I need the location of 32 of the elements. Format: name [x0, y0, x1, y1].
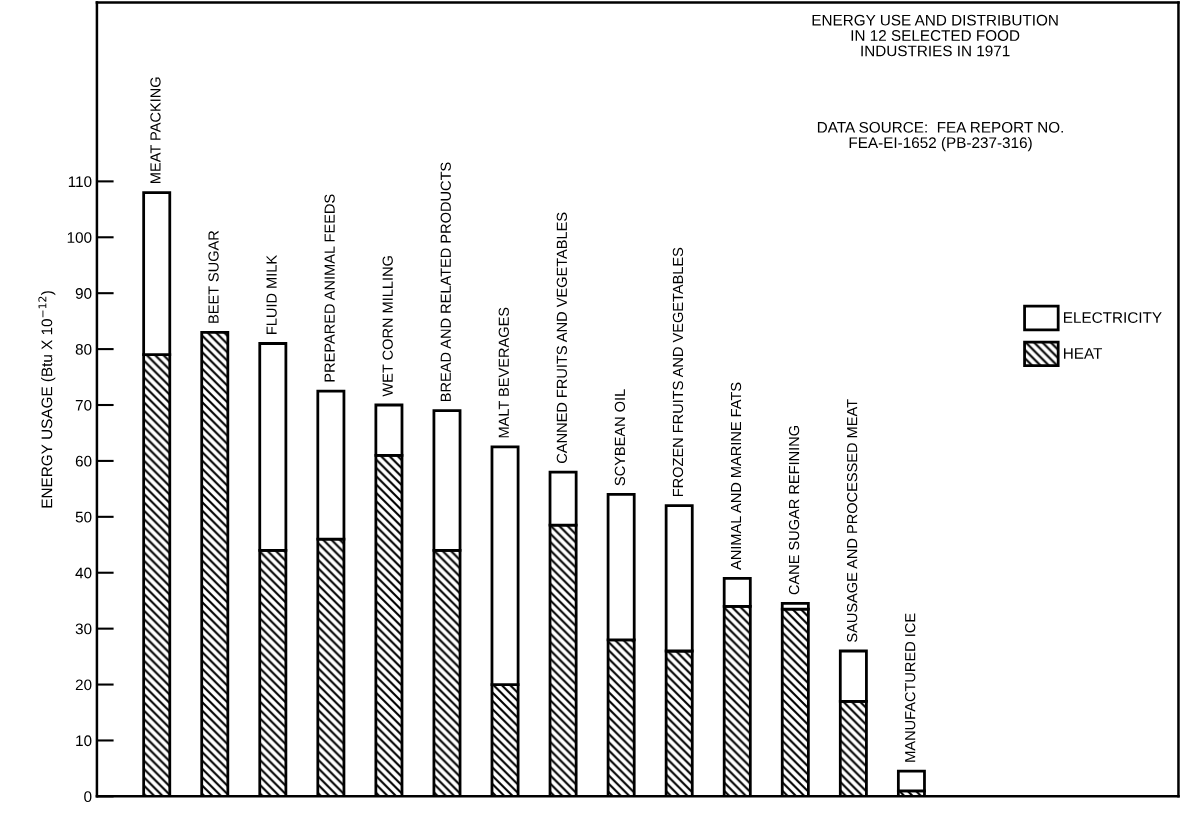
annotation: DATA SOURCE: FEA REPORT NO. FEA-EI-1652 (PB-237-316): [817, 121, 1063, 152]
bar: [896, 769, 926, 793]
x-tick-label: CANE SUGAR REFINING: [788, 426, 800, 595]
y-tick-label: 50: [75, 511, 92, 523]
y-tick-label: 90: [75, 288, 92, 299]
x-tick-label: PREPARED ANIMAL FEEDS: [324, 194, 335, 382]
text: ENERGY USE AND DISTRIBUTION IN 12 SELECTED FOOD INDUSTRIES IN 1971: [812, 14, 1058, 57]
x-tick-label: CANNED FRUITS AND VEGETABLES: [556, 212, 568, 463]
legend-label: ELECTRICITY: [1064, 312, 1162, 323]
y-tick-label: 100: [67, 232, 92, 243]
y-tick-label: 60: [75, 455, 92, 467]
y-tick-label: 10: [76, 735, 92, 747]
x-tick-label: FROZEN FRUITS AND VEGETABLES: [672, 247, 684, 497]
x-tick-label: SAUSAGE AND PROCESSED MEAT: [846, 399, 858, 642]
x-tick-label: WET CORN MILLING: [382, 256, 393, 397]
x-tick-label: BREAD AND RELATED PRODUCTS: [440, 162, 451, 402]
x-tick-label: MALT BEVERAGES: [498, 307, 509, 438]
y-tick-label: 80: [75, 343, 92, 355]
y-tick-label: 0: [84, 791, 92, 803]
x-tick-label: MANUFACTURED ICE: [905, 613, 916, 762]
y-tick-label: 40: [75, 567, 92, 579]
x-tick-label: ANIMAL AND MARINE FATS: [730, 382, 742, 570]
y-tick-label: 30: [75, 623, 92, 635]
y-tick-label: 70: [75, 399, 92, 411]
y-tick-label: 20: [75, 679, 92, 691]
y-tick-label: 110: [68, 176, 92, 188]
x-tick-label: FLUID MILK: [266, 255, 277, 334]
x-tick-label: SCYBEAN OIL: [614, 389, 626, 486]
y-axis-title: ENERGY USAGE (Btu X 10$^{−12}$): [38, 291, 56, 508]
x-tick-label: BEET SUGAR: [208, 230, 219, 323]
legend-label: HEAT: [1064, 348, 1103, 359]
x-tick-label: MEAT PACKING: [150, 77, 161, 183]
